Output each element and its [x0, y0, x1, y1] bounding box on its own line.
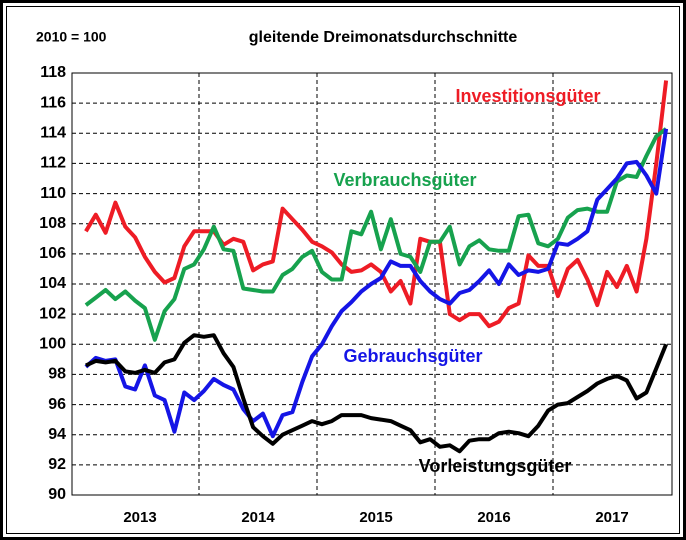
series-label: Investitionsgüter	[455, 86, 600, 106]
plot-frame	[71, 72, 673, 496]
series-line	[85, 333, 668, 454]
y-tick-label: 112	[40, 155, 66, 172]
y-tick-label: 98	[48, 366, 66, 383]
y-tick-label: 116	[40, 94, 66, 111]
series-label: Verbrauchsgüter	[333, 170, 476, 190]
series-line	[84, 127, 668, 342]
series-label: Vorleistungsgüter	[419, 456, 572, 476]
x-tick-label: 2015	[359, 509, 392, 526]
y-tick-label: 102	[39, 305, 66, 322]
series-label: Gebrauchsgüter	[343, 346, 482, 366]
x-tick-label: 2013	[123, 509, 156, 526]
inner-frame	[6, 6, 680, 534]
y-tick-label: 114	[40, 125, 66, 142]
y-tick-label: 118	[40, 64, 66, 81]
y-tick-label: 108	[39, 215, 66, 232]
x-tick-label: 2014	[241, 509, 275, 526]
y-tick-label: 106	[39, 245, 66, 262]
y-tick-label: 110	[40, 185, 66, 202]
x-tick-label: 2016	[477, 509, 510, 526]
y-tick-label: 96	[48, 396, 66, 413]
unit-label: 2010 = 100	[36, 29, 107, 45]
y-tick-label: 100	[39, 336, 66, 353]
y-tick-label: 104	[39, 275, 66, 292]
series-line	[84, 80, 669, 329]
series-line	[84, 128, 669, 439]
y-tick-label: 90	[48, 486, 66, 503]
x-tick-label: 2017	[595, 509, 628, 526]
y-tick-label: 94	[48, 426, 66, 443]
chart-title: gleitende Dreimonatsdurchschnitte	[249, 29, 518, 46]
y-tick-label: 92	[48, 456, 66, 473]
